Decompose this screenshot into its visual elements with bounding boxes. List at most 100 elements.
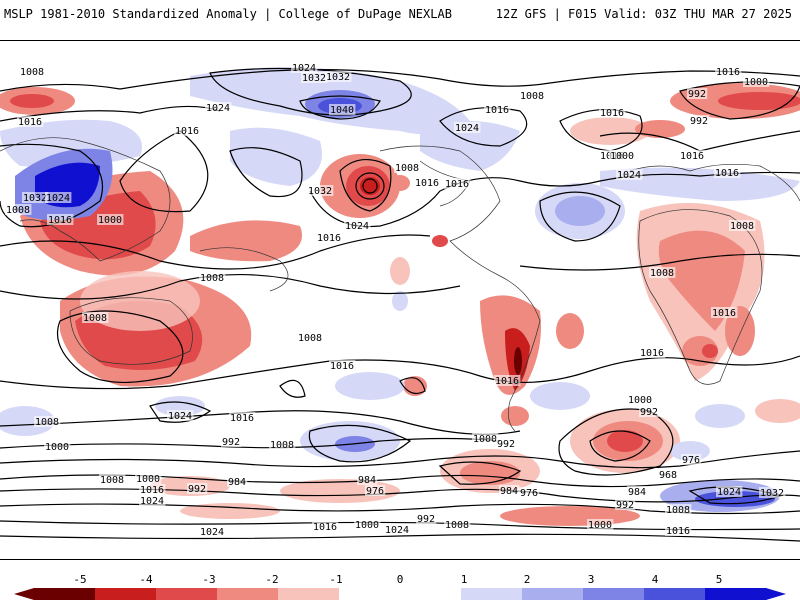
isobar-label: 1016	[715, 168, 739, 179]
isobar-line	[558, 408, 674, 476]
isobar-label-bg	[416, 513, 437, 524]
anomaly-area	[755, 399, 800, 423]
colorbar-right-arrow	[766, 588, 786, 600]
isobar-label: 1024	[717, 487, 741, 498]
anomaly-area	[514, 347, 522, 375]
isobar-line	[0, 488, 800, 503]
isobar-label-bg	[17, 116, 44, 127]
isobar-label: 1000	[610, 151, 634, 162]
isobar-label-bg	[729, 220, 756, 231]
isobar-label: 1008	[200, 273, 224, 284]
anomaly-area	[390, 257, 410, 285]
isobar-label-bg	[34, 416, 61, 427]
anomaly-area	[180, 503, 280, 519]
isobar-label: 1016	[230, 413, 254, 424]
isobar-label-bg	[679, 150, 706, 161]
isobar-label: 1016	[640, 348, 664, 359]
isobar-line	[355, 172, 385, 200]
europe-coastline	[629, 163, 800, 202]
isobar-label-bg	[499, 485, 520, 496]
isobar-label-bg	[658, 469, 679, 480]
isobar-label: 1024	[617, 170, 641, 181]
isobar-label-bg	[199, 526, 226, 537]
isobar-label-bg	[743, 76, 770, 87]
isobar-label-bg	[519, 487, 540, 498]
isobar-label-bg	[174, 125, 201, 136]
isobar-label: 1024	[140, 496, 164, 507]
isobar-label-bg	[639, 406, 660, 417]
isobar-line	[0, 520, 800, 531]
isobar-label: 1016	[666, 526, 690, 537]
anomaly-area	[392, 291, 408, 311]
isobar-label-bg	[135, 473, 162, 484]
asia-coastline	[0, 137, 171, 262]
colorbar-band	[339, 588, 401, 600]
isobar-label: 1008	[445, 520, 469, 531]
isobar-label: 992	[688, 89, 706, 100]
isobar-label: 1008	[100, 475, 124, 486]
isobar-label-bg	[5, 204, 32, 215]
anomaly-area	[635, 120, 685, 138]
isobar-label-bg	[307, 185, 334, 196]
isobar-label: 1032	[760, 488, 784, 499]
colorbar-tick-label: 3	[587, 573, 595, 586]
anomaly-area	[725, 306, 755, 356]
colorbar-band	[461, 588, 523, 600]
isobar-label: 1008	[730, 221, 754, 232]
isobar-label: 1008	[20, 67, 44, 78]
anomaly-area	[695, 404, 745, 428]
isobar-label: 1008	[520, 91, 544, 102]
americas-coastline	[379, 145, 541, 432]
anomaly-area	[555, 196, 605, 226]
colorbar-tick-label: -5	[73, 573, 87, 586]
isobar-label-bg	[221, 436, 242, 447]
anomaly-area	[335, 372, 405, 400]
isobar-label-bg	[19, 66, 46, 77]
isobar-label-bg	[444, 519, 471, 530]
isobar-label-bg	[229, 412, 256, 423]
isobar-line	[0, 437, 501, 449]
isobar-label-bg	[496, 438, 517, 449]
isobar-line	[679, 81, 800, 120]
isobar-line	[0, 234, 431, 270]
isobar-line	[0, 410, 521, 435]
isobar-label: 1016	[140, 485, 164, 496]
isobar-label-bg	[44, 441, 71, 452]
colorbar-band	[522, 588, 584, 600]
anomaly-area	[190, 220, 302, 262]
isobar-label-bg	[297, 332, 324, 343]
isobar-label-bg	[627, 394, 654, 405]
isobar-label: 1024	[385, 525, 409, 536]
isobar-label: 1016	[48, 215, 72, 226]
colorbar-tick-label: -2	[265, 573, 279, 586]
isobar-label-bg	[472, 433, 499, 444]
isobar-line	[539, 191, 621, 242]
isobar-line	[439, 107, 528, 147]
colorbar-tick-label: 5	[715, 573, 723, 586]
isobar-label: 1016	[680, 151, 704, 162]
isobar-label: 992	[417, 514, 435, 525]
isobar-label-bg	[494, 375, 521, 386]
isobar-line	[589, 430, 651, 462]
australia-coastline	[69, 297, 193, 365]
isobar-line	[0, 69, 800, 92]
isobar-line	[149, 401, 212, 423]
isobar-label-bg	[205, 102, 232, 113]
isobar-label: 1000	[628, 395, 652, 406]
colorbar-tick-label: -3	[202, 573, 216, 586]
isobar-line	[279, 379, 306, 398]
isobar-label-bg	[22, 192, 49, 203]
isobar-label-bg	[759, 487, 786, 498]
isobar-label-bg	[199, 272, 226, 283]
isobar-line	[299, 95, 381, 120]
isobar-label-bg	[47, 214, 74, 225]
isobar-label: 1008	[270, 440, 294, 451]
isobar-label-bg	[329, 104, 356, 115]
anomaly-area	[80, 271, 200, 331]
isobar-label-bg	[312, 521, 339, 532]
isobar-label-bg	[639, 347, 666, 358]
isobar-label-bg	[269, 439, 296, 450]
isobar-label-bg	[45, 192, 72, 203]
isobar-label-bg	[394, 162, 421, 173]
isobar-label: 976	[520, 488, 538, 499]
